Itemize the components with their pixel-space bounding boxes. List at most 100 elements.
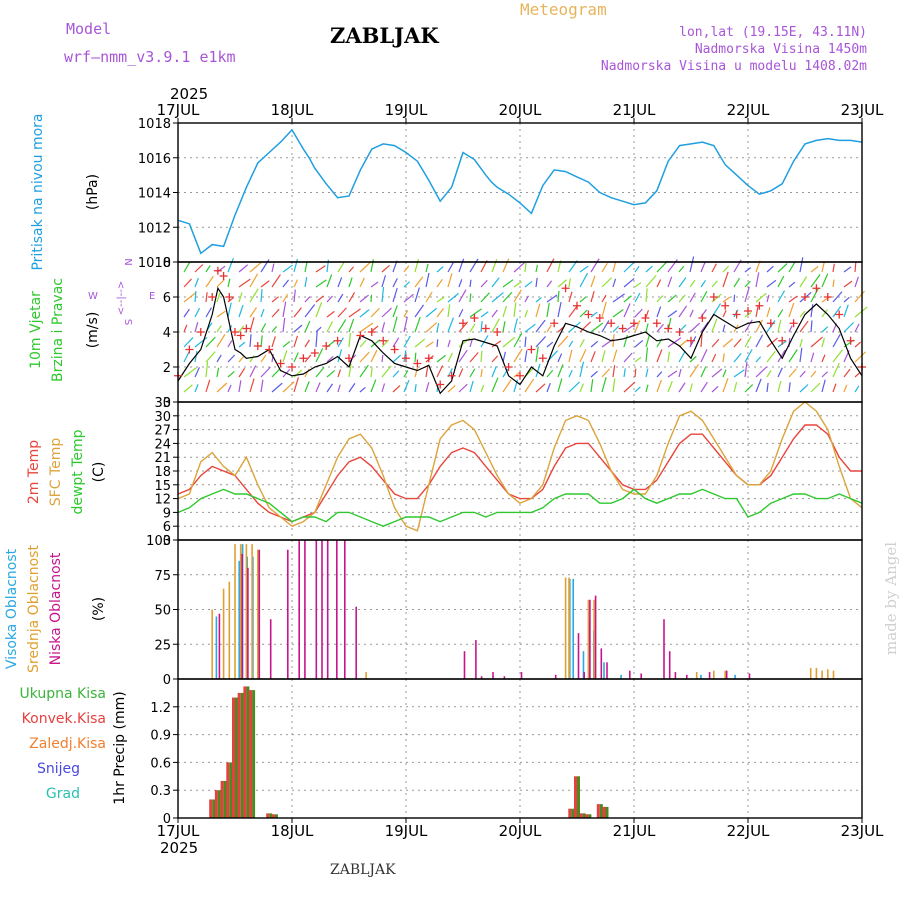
precip-bar-convective — [226, 762, 230, 818]
wind-arrow — [282, 264, 293, 273]
wind-arrow — [469, 339, 473, 348]
precip-bar-convective — [602, 806, 606, 818]
wind-arrow — [799, 257, 804, 273]
wind-arrow — [700, 279, 707, 288]
ylabel-cloud: Visoka Oblacnost — [4, 548, 20, 669]
precip-bar-convective — [232, 697, 235, 818]
wind-arrow — [293, 258, 299, 273]
wind-arrow — [777, 367, 783, 378]
wind-arrow — [326, 356, 334, 363]
ylabel-temp: dewpt Temp — [70, 429, 86, 514]
ylabel-wind-dir: Brzina i Pravac — [50, 278, 66, 382]
wind-arrow — [744, 384, 754, 393]
wind-arrow — [315, 265, 326, 273]
y-tick-label: 21 — [154, 451, 171, 466]
wind-arrow — [414, 258, 420, 273]
wind-arrow — [535, 346, 539, 363]
gust-marker — [367, 328, 376, 336]
gust-marker — [561, 284, 570, 293]
wind-arrow — [425, 322, 438, 333]
y-tick-label: 18 — [154, 465, 171, 480]
wind-arrow — [392, 305, 398, 318]
wind-arrow — [832, 291, 843, 303]
wind-arrow — [381, 339, 390, 348]
wind-arrow — [414, 384, 417, 393]
wind-arrow — [821, 354, 826, 363]
wind-arrow — [315, 279, 327, 288]
wind-arrow — [436, 339, 439, 348]
ylabel-unit: (hPa) — [85, 174, 101, 210]
wind-arrow — [689, 309, 694, 318]
wind-arrow — [447, 304, 451, 318]
ylabel-temp: 2m Temp — [26, 440, 42, 504]
wind-arrow — [843, 280, 853, 288]
y-tick-label: 8 — [163, 256, 171, 271]
page-title: ZABLJAK — [330, 23, 439, 48]
gust-marker — [310, 349, 319, 357]
wind-arrow — [425, 365, 429, 378]
wind-arrow — [491, 340, 502, 348]
wind-arrow — [810, 336, 823, 348]
wind-arrow — [612, 365, 616, 378]
wind-arrow — [381, 265, 390, 273]
gust-marker — [607, 319, 616, 328]
wind-arrow — [359, 386, 366, 393]
wind-arrow — [722, 378, 729, 393]
wind-arrow — [733, 369, 745, 378]
wind-arrow — [843, 322, 854, 333]
wind-arrow — [788, 368, 797, 378]
gust-marker — [584, 310, 593, 319]
wind-arrow — [249, 365, 257, 378]
wind-arrow — [238, 356, 245, 363]
wind-arrow — [491, 277, 500, 288]
wind-arrow — [216, 354, 222, 363]
wind-arrow — [557, 364, 564, 378]
y-tick-label: 0 — [163, 673, 171, 688]
wind-arrow — [502, 379, 512, 393]
wind-arrow — [480, 311, 489, 318]
wind-arrow — [579, 361, 585, 378]
wind-arrow — [832, 362, 840, 378]
compass-west: W — [88, 291, 98, 302]
wind-arrow — [249, 307, 257, 318]
wind-arrow — [304, 320, 311, 333]
wind-arrow — [755, 272, 760, 288]
wind-arrow — [447, 292, 459, 303]
wind-arrow — [381, 365, 392, 378]
wind-arrow — [733, 338, 742, 348]
x-tick-label-bottom: 22JUL — [727, 822, 770, 840]
wind-arrow — [491, 309, 498, 318]
wind-arrow — [535, 296, 542, 303]
wind-arrow — [183, 292, 197, 303]
wind-arrow — [788, 281, 796, 288]
wind-arrow — [260, 366, 271, 378]
wind-arrow — [623, 334, 628, 348]
wind-arrow — [821, 371, 829, 378]
wind-arrow — [568, 340, 574, 348]
ylabel-unit: (C) — [91, 462, 107, 483]
wind-arrow — [425, 263, 429, 273]
wind-arrow — [821, 273, 829, 288]
wind-arrow — [491, 365, 497, 378]
wind-arrow — [183, 384, 193, 393]
wind-arrow — [315, 326, 322, 333]
wind-arrow — [568, 278, 571, 288]
precip-bar-convective — [271, 814, 275, 818]
model-altitude-label: Nadmorska Visina u modelu 1408.02m — [600, 59, 867, 74]
wind-arrow — [271, 263, 275, 273]
sfc-temp-line — [177, 401, 863, 532]
wind-arrow — [689, 256, 695, 273]
wind-arrow — [337, 369, 342, 378]
wind-arrow — [667, 370, 678, 378]
wind-arrow — [326, 295, 333, 303]
wind-arrow — [546, 324, 552, 333]
wind-arrow — [711, 280, 718, 288]
wind-arrow — [282, 301, 287, 318]
wind-arrow — [502, 305, 508, 318]
precip-bar-convective — [214, 790, 218, 818]
wind-arrow — [425, 307, 437, 318]
gust-marker — [721, 301, 730, 310]
wind-arrow — [436, 323, 440, 333]
wind-arrow — [260, 323, 267, 333]
wind-arrow — [700, 349, 708, 363]
